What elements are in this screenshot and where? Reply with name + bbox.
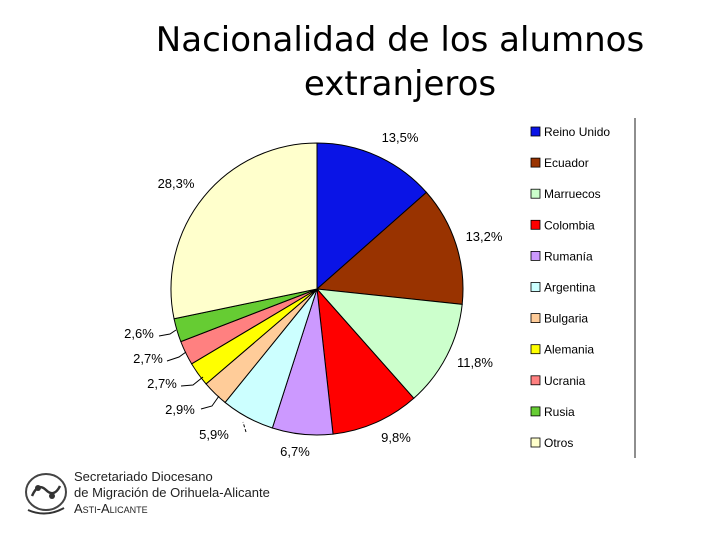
slice-label-rusia: 2,6% [124,326,154,341]
slice-label-otros: 28,3% [158,176,195,191]
leader-line-bulgaria [200,395,220,410]
slice-label-ucrania: 2,7% [133,351,163,366]
slice-label-rumania: 6,7% [280,444,310,459]
legend-label-alemania: Alemania [544,343,594,357]
organization-logo: Secretariado Diocesano de Migración de O… [22,466,322,522]
title-line-2: extranjeros [303,64,497,104]
legend-swatch-rusia [530,406,541,417]
legend-label-bulgaria: Bulgaria [544,312,588,326]
legend-swatch-otros [530,437,541,448]
slice-label-alemania: 2,7% [147,376,177,391]
legend-label-marruecos: Marruecos [544,187,601,201]
pie-slice-marruecos [315,288,463,399]
legend-swatch-alemania [530,344,541,355]
legend-swatch-reino-unido [530,126,541,137]
legend-label-rumania: Rumanía [544,249,593,263]
logo-line-1: Secretariado Diocesano [74,469,213,484]
legend-label-argentina: Argentina [544,281,596,295]
logo-line-2: de Migración de Orihuela-Alicante [74,485,270,500]
slice-label-ecuador: 13,2% [466,229,503,244]
legend-swatch-ucrania [530,375,541,386]
pie-slice-otros [170,142,318,320]
slice-label-colombia: 9,8% [381,430,411,445]
leader-line-rusia [158,329,177,337]
leader-line-argentina [242,421,247,433]
legend-label-ucrania: Ucrania [544,374,586,388]
legend-swatch-argentina [530,282,541,292]
legend-swatch-bulgaria [530,313,541,324]
chart-title: Nacionalidad de los alumnos extranjeros [130,18,670,106]
legend-swatch-rumania [530,250,541,261]
legend-swatch-ecuador [530,157,541,168]
legend-swatch-marruecos [530,188,541,199]
pie-slice-colombia [316,287,415,435]
legend-label-rusia: Rusia [544,405,575,419]
logo-emblem-icon [25,473,67,515]
slice-label-argentina: 5,9% [199,427,229,442]
pie-slice-reino-unido [316,142,428,291]
leader-line-ucrania [166,351,187,362]
slice-label-reino-unido: 13,5% [382,130,419,145]
legend-label-reino-unido: Reino Unido [544,125,610,139]
legend-swatch-colombia [530,219,541,230]
legend-label-colombia: Colombia [544,218,595,232]
slice-label-bulgaria: 2,9% [165,402,195,417]
legend-label-ecuador: Ecuador [544,156,589,170]
leader-line-alemania [180,376,204,387]
logo-line-3: Asti-Alicante [74,501,148,516]
pie-slice-ecuador [315,191,464,305]
title-line-1: Nacionalidad de los alumnos [155,20,645,60]
slice-label-marruecos: 11,8% [457,355,493,370]
legend-label-otros: Otros [544,436,573,450]
